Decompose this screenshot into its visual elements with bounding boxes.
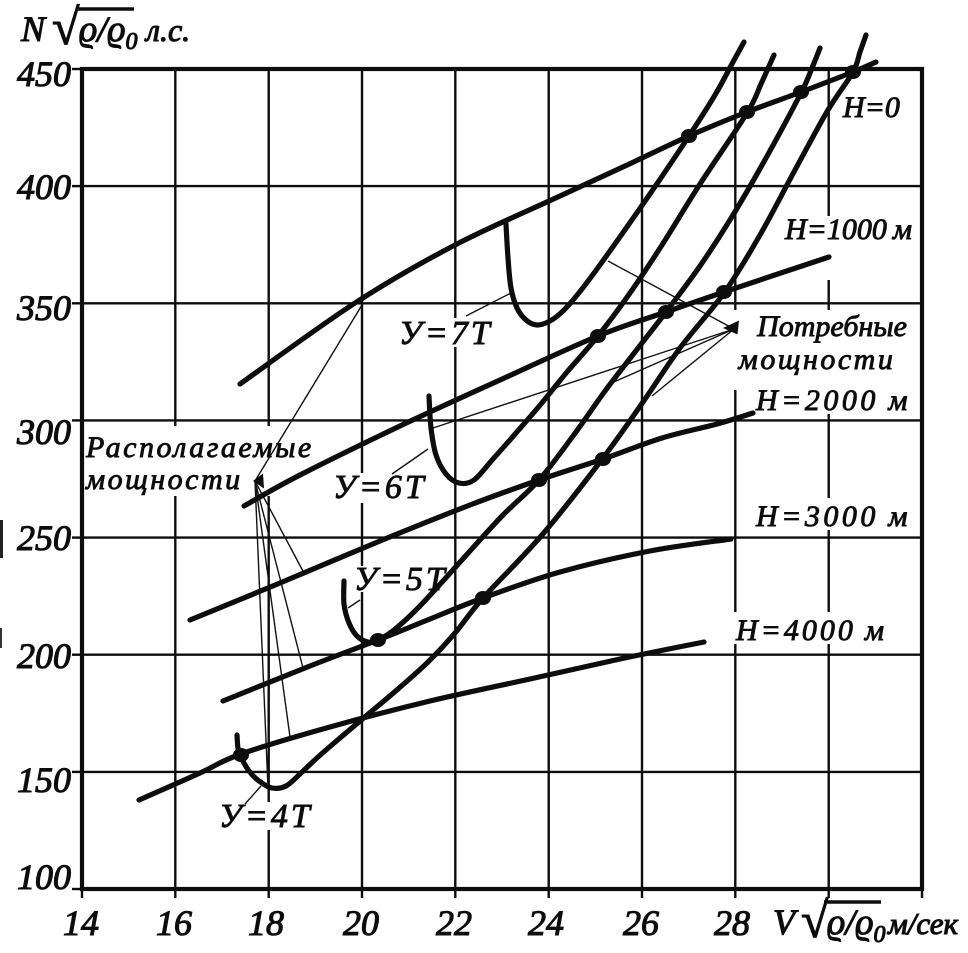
svg-text:150: 150 bbox=[17, 760, 71, 800]
svg-text:450: 450 bbox=[17, 54, 71, 94]
svg-text:350: 350 bbox=[16, 288, 71, 328]
svg-text:мощности: мощности bbox=[85, 463, 243, 496]
svg-text:м/сек: м/сек bbox=[887, 906, 959, 941]
svg-text:Потребные: Потребные bbox=[756, 310, 907, 343]
svg-text:л.с.: л.с. bbox=[144, 12, 190, 48]
svg-text:26: 26 bbox=[623, 903, 659, 943]
svg-text:H=1000 м: H=1000 м bbox=[784, 213, 912, 246]
svg-text:16: 16 bbox=[156, 903, 192, 943]
svg-text:200: 200 bbox=[17, 636, 71, 676]
svg-text:У=4Т: У=4Т bbox=[219, 798, 313, 835]
svg-text:20: 20 bbox=[343, 903, 379, 943]
svg-text:У=6Т: У=6Т bbox=[333, 469, 427, 506]
svg-text:мощности: мощности bbox=[738, 343, 896, 376]
svg-text:H=3000 м: H=3000 м bbox=[755, 500, 911, 533]
svg-text:Располагаемые: Располагаемые bbox=[85, 431, 314, 464]
svg-text:У=5Т: У=5Т bbox=[354, 561, 448, 598]
svg-text:ϱ/ϱ0: ϱ/ϱ0 bbox=[827, 902, 886, 948]
svg-text:H=2000 м: H=2000 м bbox=[755, 384, 911, 417]
svg-text:H=4000 м: H=4000 м bbox=[735, 614, 887, 647]
svg-text:ϱ/ϱ0: ϱ/ϱ0 bbox=[79, 9, 138, 55]
svg-text:22: 22 bbox=[436, 903, 472, 943]
svg-text:14: 14 bbox=[63, 903, 99, 943]
svg-text:18: 18 bbox=[248, 903, 284, 943]
svg-text:300: 300 bbox=[16, 412, 71, 452]
svg-text:H=0: H=0 bbox=[842, 91, 900, 124]
svg-text:100: 100 bbox=[17, 857, 71, 897]
svg-text:250: 250 bbox=[17, 518, 71, 558]
svg-text:У=7Т: У=7Т bbox=[399, 315, 493, 352]
svg-text:400: 400 bbox=[17, 167, 71, 207]
svg-text:28: 28 bbox=[714, 903, 750, 943]
svg-text:24: 24 bbox=[528, 903, 564, 943]
svg-text:N: N bbox=[20, 9, 47, 49]
svg-text:√: √ bbox=[52, 0, 80, 55]
